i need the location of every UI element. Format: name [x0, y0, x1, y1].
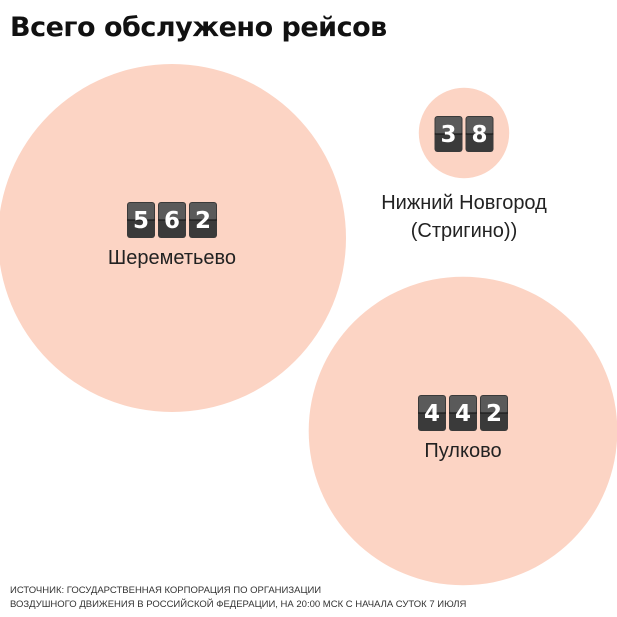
- digit-card-highlight: [466, 117, 493, 134]
- digit-text: 4: [455, 401, 471, 427]
- bubble-label: Пулково: [424, 440, 501, 462]
- digit-text: 3: [440, 122, 456, 148]
- bubble-circle: [308, 276, 617, 586]
- source-line-1: ИСТОЧНИК: ГОСУДАРСТВЕННАЯ КОРПОРАЦИЯ ПО …: [10, 585, 322, 596]
- digit-text: 6: [164, 208, 180, 234]
- digit-text: 8: [471, 122, 487, 148]
- bubble-circle: [418, 87, 510, 179]
- digit-card-highlight: [419, 396, 445, 413]
- bubble-0: 5 6 2 Шереметьево: [0, 64, 346, 412]
- chart-title: Всего обслужено рейсов: [10, 12, 387, 43]
- digit-text: 2: [195, 208, 211, 234]
- bubble-label: Нижний Новгород: [381, 192, 547, 214]
- digit-card-highlight: [481, 396, 507, 413]
- digit-text: 2: [486, 401, 502, 427]
- bubble-label: Шереметьево: [108, 247, 236, 269]
- source-line-2: ВОЗДУШНОГО ДВИЖЕНИЯ В РОССИЙСКОЙ ФЕДЕРАЦ…: [10, 599, 467, 610]
- digit-card-highlight: [450, 396, 476, 413]
- source-note: ИСТОЧНИК: ГОСУДАРСТВЕННАЯ КОРПОРАЦИЯ ПО …: [10, 584, 610, 612]
- digit-card-highlight: [190, 203, 216, 220]
- digit-card-highlight: [128, 203, 154, 220]
- digit-text: 4: [424, 401, 440, 427]
- bubble-1: 3 8 Нижний Новгород (Стригино)): [381, 87, 547, 242]
- digit-card-highlight: [159, 203, 185, 220]
- digit-text: 5: [133, 208, 149, 234]
- digit-card-highlight: [435, 117, 462, 134]
- bubble-label: (Стригино)): [411, 220, 518, 242]
